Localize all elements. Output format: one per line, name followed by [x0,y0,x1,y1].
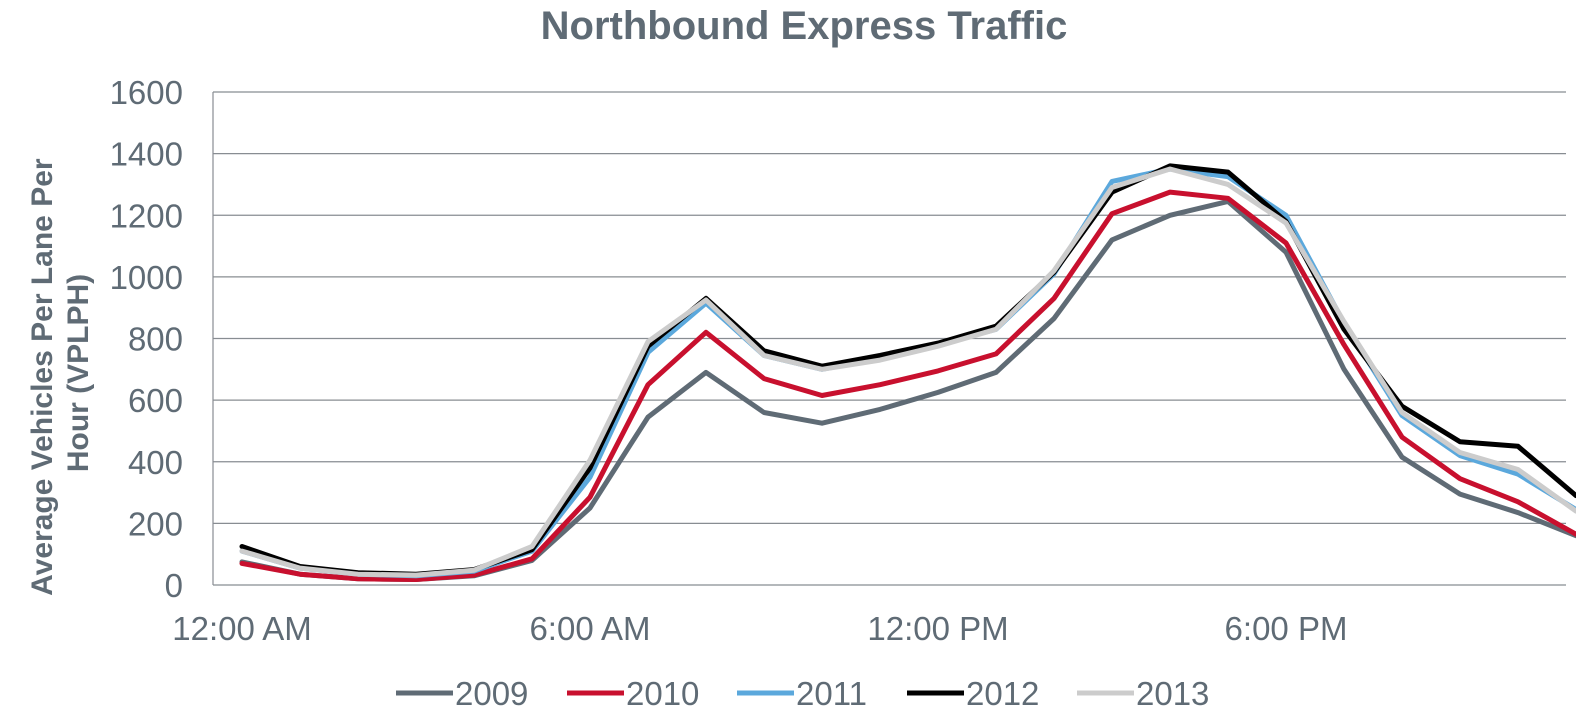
x-tick-label: 6:00 PM [1225,610,1348,647]
y-tick-label-1200: 1200 [110,197,183,234]
y-tick-label-600: 600 [128,382,183,419]
x-axis-ticks: 12:00 AM 6:00 AM 12:00 PM 6:00 PM [172,610,1347,647]
legend: 2009 2010 2011 2012 2013 [396,675,1209,712]
y-tick-label-400: 400 [128,444,183,481]
y-tick-label-1600: 1600 [110,74,183,111]
legend-label-2010: 2010 [626,675,699,712]
y-axis-label-line-2: Hour (VPLPH) [62,274,95,472]
series-line-2013 [239,166,1576,578]
x-tick-label: 6:00 AM [529,610,650,647]
y-axis-label-line-1: Average Vehicles Per Lane Per [26,158,59,596]
legend-label-2012: 2012 [966,675,1039,712]
legend-label-2009: 2009 [455,675,528,712]
gridlines [212,91,1566,586]
y-tick-label-800: 800 [128,321,183,358]
legend-label-2011: 2011 [796,675,867,712]
y-axis-ticks: 0 200 400 600 800 1000 1200 1400 1600 [110,74,183,604]
y-tick-label-200: 200 [128,505,183,542]
chart-title: Northbound Express Traffic [540,4,1068,48]
series-lines [239,163,1576,582]
series-line-2010 [239,189,1576,582]
y-tick-label-1000: 1000 [110,259,183,296]
legend-label-2013: 2013 [1136,675,1209,712]
x-tick-label: 12:00 PM [867,610,1008,647]
y-axis-label: Average Vehicles Per Lane Per Hour (VPLP… [26,150,95,596]
x-tick-label: 12:00 AM [172,610,311,647]
y-tick-label-0: 0 [165,567,183,604]
y-tick-label-1400: 1400 [110,136,183,173]
